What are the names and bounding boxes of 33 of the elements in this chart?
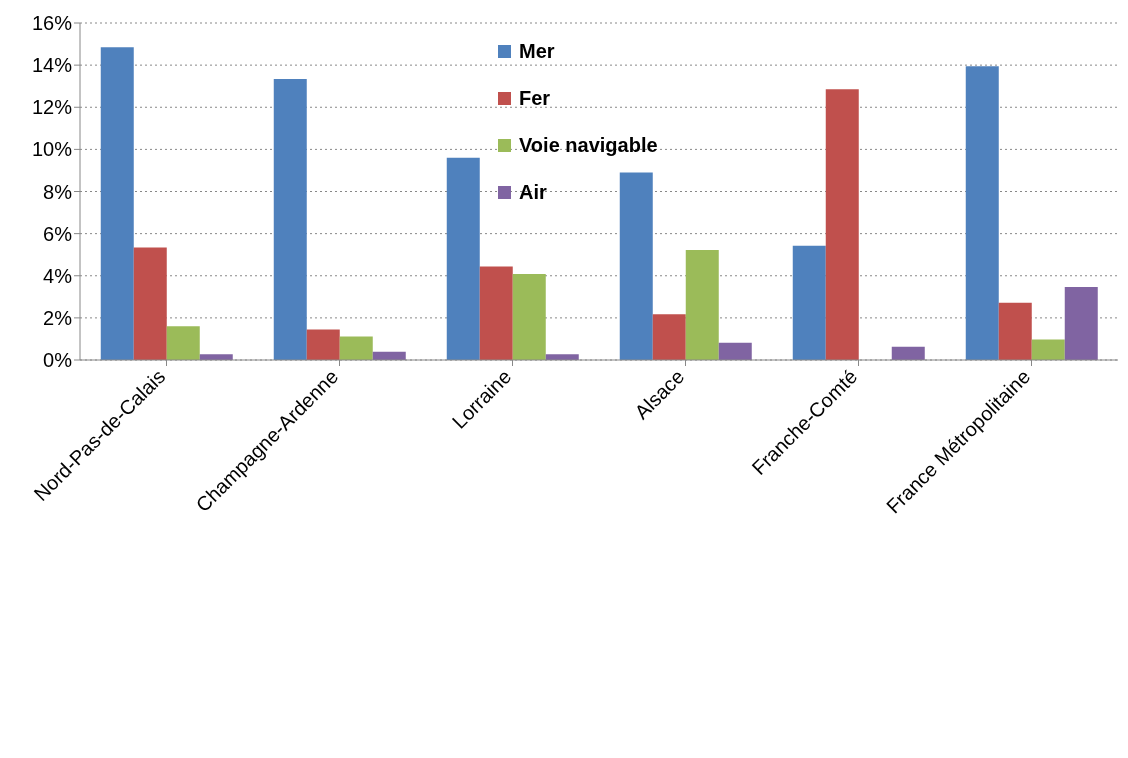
bar — [306, 329, 340, 360]
bar — [619, 172, 653, 360]
legend-label: Air — [519, 181, 547, 204]
bar — [891, 346, 925, 360]
bar — [133, 247, 167, 360]
y-tick-label: 8% — [43, 180, 73, 203]
bar — [718, 342, 752, 360]
bar — [273, 79, 307, 360]
y-tick-label: 16% — [31, 12, 73, 35]
bar — [100, 47, 134, 360]
bar — [1064, 286, 1098, 360]
legend-label: Fer — [519, 87, 551, 110]
legend-label: Voie navigable — [519, 134, 658, 157]
bar — [685, 250, 719, 360]
bar — [166, 326, 200, 360]
bar — [446, 157, 480, 360]
y-tick-label: 4% — [43, 264, 73, 287]
bar — [512, 274, 546, 360]
y-tick-label: 10% — [31, 138, 73, 161]
y-tick-label: 0% — [43, 349, 73, 372]
bar — [792, 245, 826, 360]
bar — [965, 66, 999, 360]
legend-label: Mer — [519, 40, 555, 63]
y-tick-label: 14% — [31, 54, 73, 77]
y-tick-label: 2% — [43, 306, 73, 329]
bar — [339, 336, 373, 360]
y-tick-label: 12% — [31, 96, 73, 119]
bar — [652, 314, 686, 360]
bar — [825, 89, 859, 360]
bar — [1031, 339, 1065, 360]
y-tick-label: 6% — [43, 222, 73, 245]
bar — [479, 266, 513, 360]
bar — [998, 302, 1032, 360]
